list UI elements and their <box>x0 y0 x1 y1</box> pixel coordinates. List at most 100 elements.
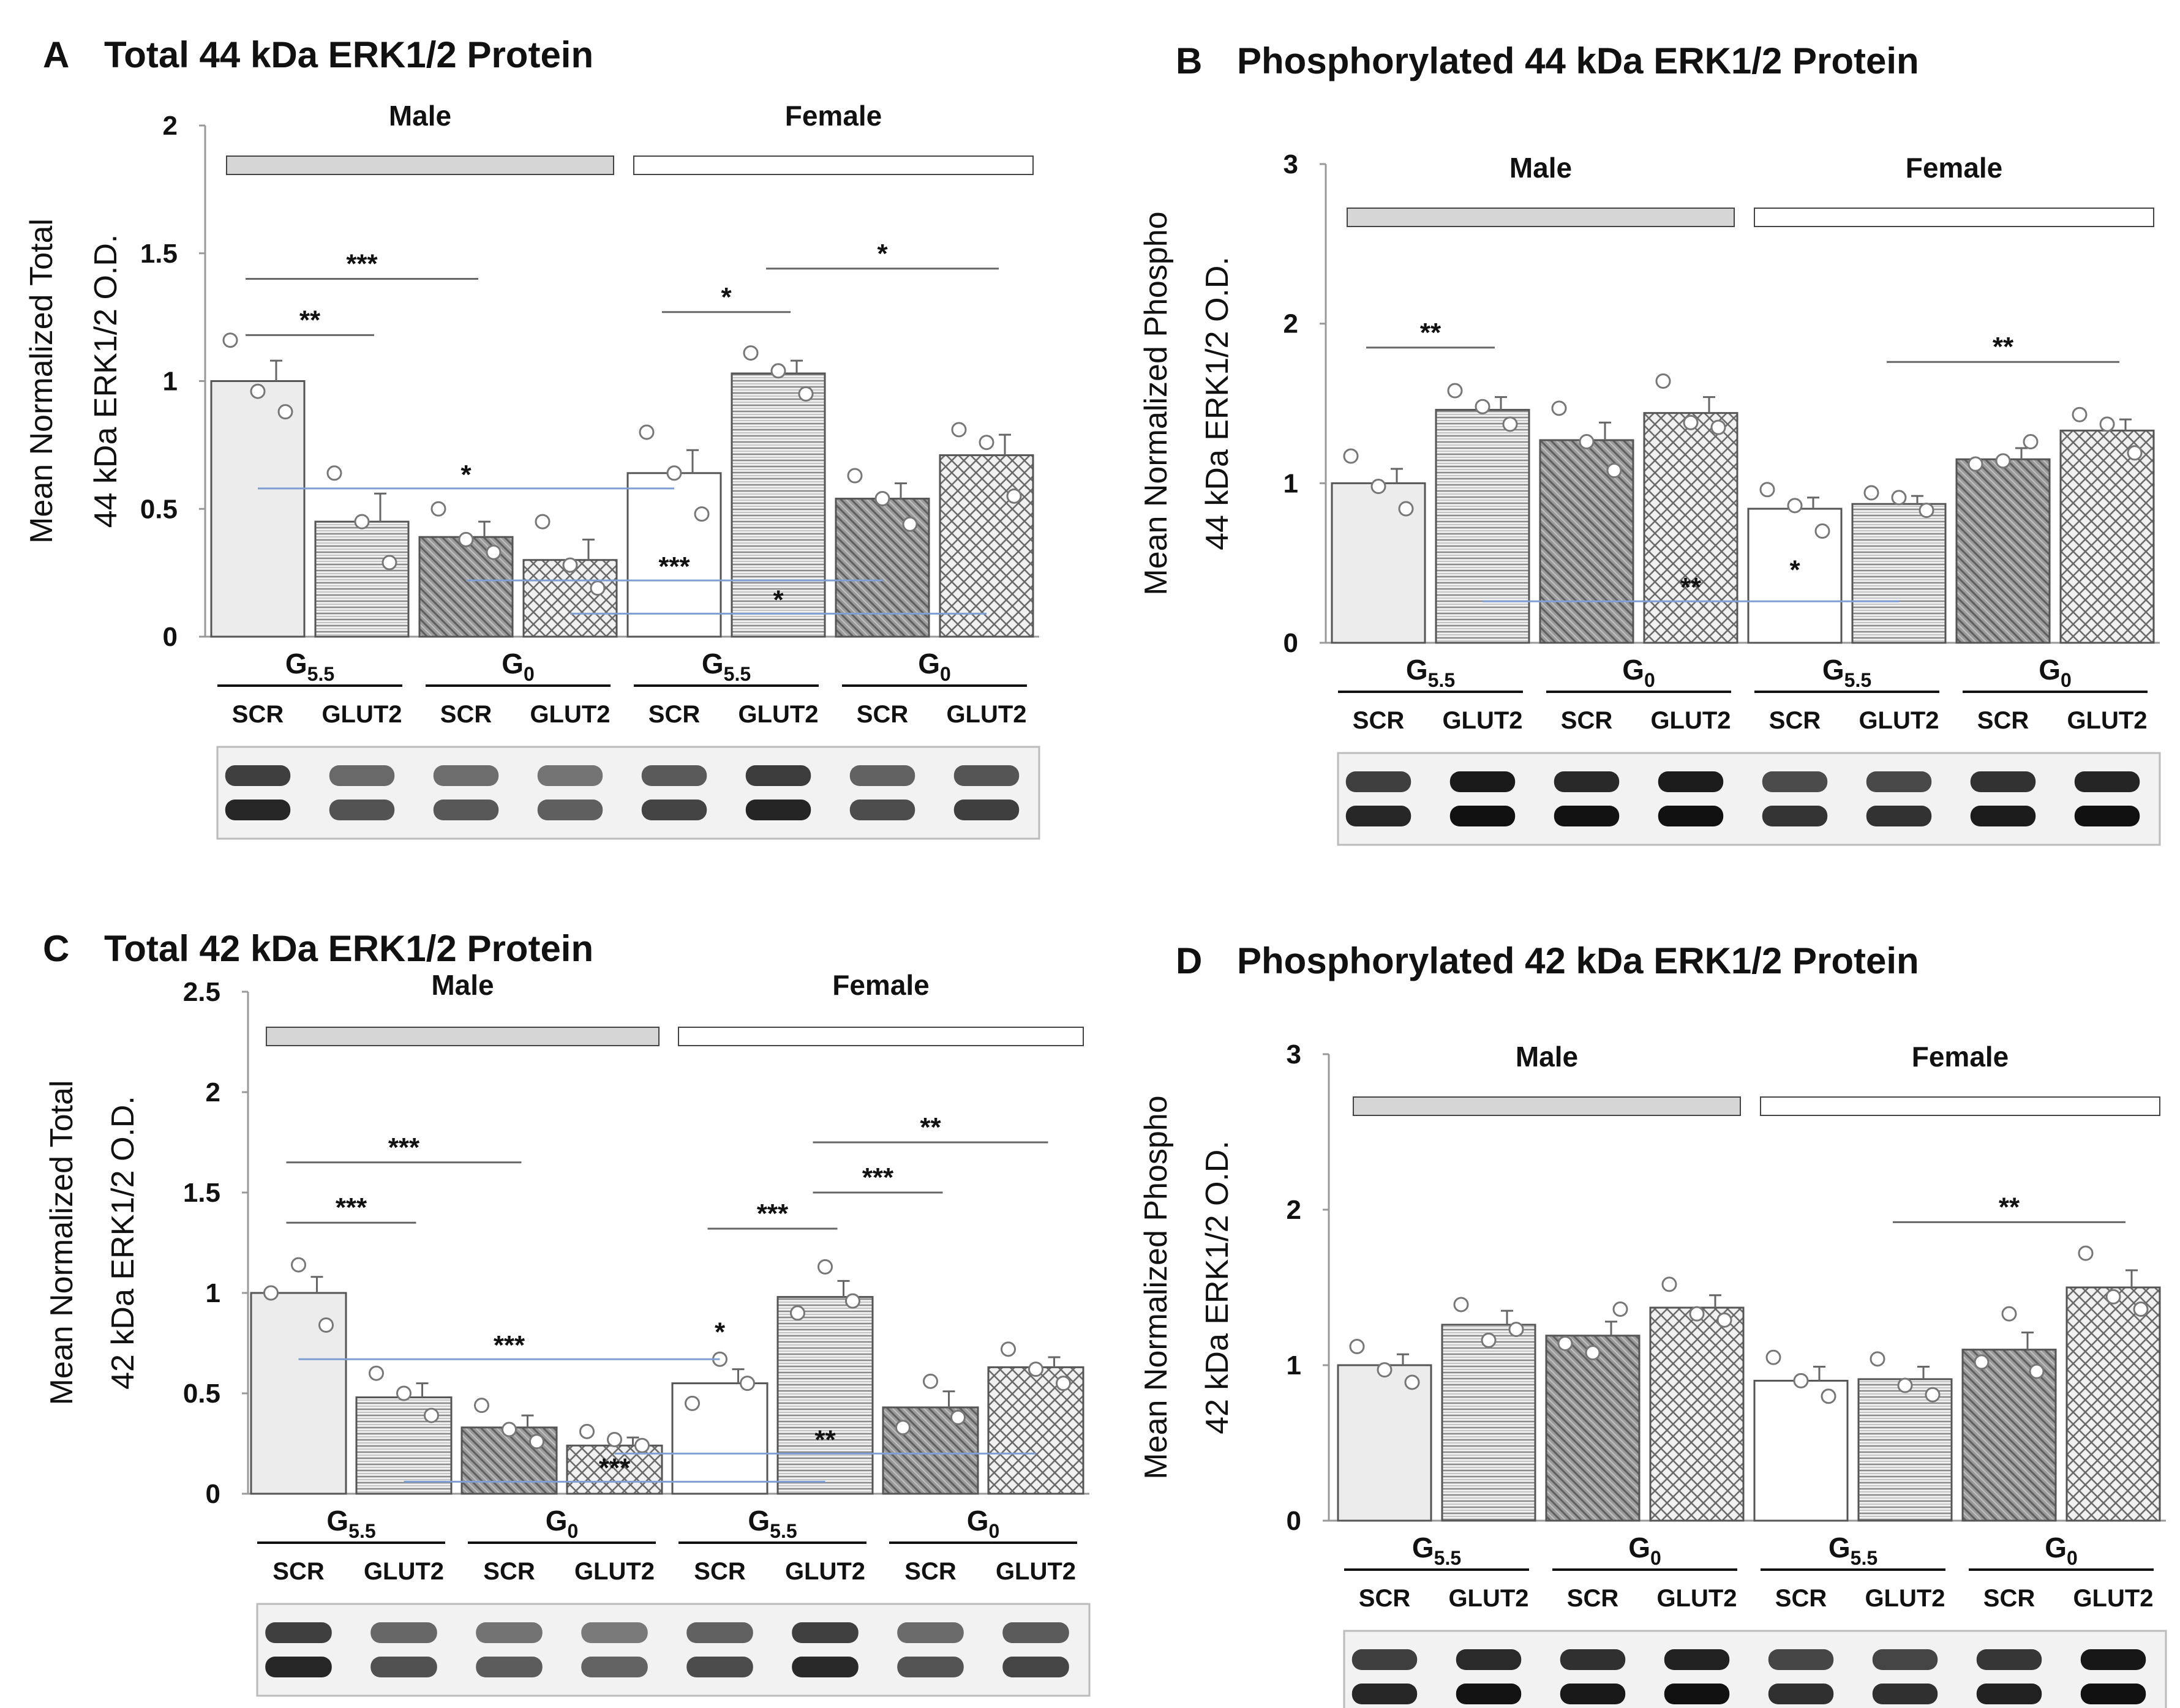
significance-label: *** <box>862 1163 894 1193</box>
blot-band-lower <box>537 800 603 820</box>
panel-title: Phosphorylated 42 kDa ERK1/2 Protein <box>1237 940 1919 981</box>
lane-label: SCR <box>272 1558 325 1585</box>
data-point <box>818 1259 833 1275</box>
data-point <box>1370 479 1386 495</box>
female-header-bar <box>1754 208 2154 227</box>
data-point <box>1606 462 1622 478</box>
data-point <box>1995 453 2011 469</box>
y-tick-label: 2 <box>1287 1195 1301 1225</box>
data-point <box>1028 1362 1043 1377</box>
y-tick-label: 0 <box>206 1479 220 1509</box>
data-point <box>1787 498 1803 514</box>
blot-band-lower <box>581 1657 648 1677</box>
blot-band-upper <box>1768 1649 1834 1670</box>
lane-label: SCR <box>904 1558 957 1585</box>
blot-band-lower <box>1664 1684 1730 1704</box>
blot-band-lower <box>1002 1657 1069 1677</box>
lane-label: SCR <box>648 701 701 728</box>
data-point <box>1689 1306 1705 1322</box>
blot-band-lower <box>1970 806 2036 826</box>
data-point <box>1508 1322 1524 1338</box>
blot-band-lower <box>1872 1684 1938 1704</box>
y-axis-label-line: 42 kDa ERK1/2 O.D. <box>105 1096 141 1390</box>
lane-label: GLUT2 <box>364 1558 444 1585</box>
data-point <box>740 1376 755 1391</box>
data-point <box>2029 1363 2045 1379</box>
lane-label: GLUT2 <box>530 701 610 728</box>
lane-label: SCR <box>1561 707 1613 734</box>
data-point <box>1447 383 1463 399</box>
group-label: G5.5 <box>285 648 334 685</box>
male-header-bar <box>1353 1096 1741 1116</box>
data-point <box>263 1285 279 1301</box>
data-point <box>1343 448 1359 464</box>
blot-band-upper <box>225 765 291 786</box>
group-label: G5.5 <box>1406 654 1455 691</box>
data-point <box>1056 1376 1071 1391</box>
blot-band-upper <box>686 1622 753 1643</box>
lane-label: GLUT2 <box>2073 1585 2153 1612</box>
group-label: G0 <box>502 648 535 685</box>
lane-label: SCR <box>483 1558 535 1585</box>
blot-band-upper <box>1976 1649 2042 1670</box>
blot-band-lower <box>1866 806 1932 826</box>
data-point <box>790 1305 805 1321</box>
data-point <box>430 501 446 517</box>
blot-band-upper <box>745 765 811 786</box>
lane-label: GLUT2 <box>1656 1585 1737 1612</box>
blot-band-lower <box>433 800 499 820</box>
group-label: G5.5 <box>1412 1532 1461 1569</box>
lane-label: SCR <box>1775 1585 1827 1612</box>
sex-label-male: Male <box>1509 152 1572 184</box>
data-point <box>326 465 342 481</box>
lane-label: SCR <box>1567 1585 1619 1612</box>
panel-letter: C <box>43 928 69 969</box>
y-axis-label-line: Mean Normalized Total <box>24 219 59 544</box>
data-point <box>2072 406 2088 422</box>
y-axis-label-line: Mean Normalized Total <box>44 1081 80 1406</box>
y-tick-label: 1 <box>1287 1350 1301 1380</box>
y-tick-label: 0 <box>1284 628 1298 658</box>
y-tick-label: 0.5 <box>140 494 178 524</box>
bar-scr <box>1955 458 2051 644</box>
lane-label: GLUT2 <box>1448 1585 1528 1612</box>
blot-band-lower <box>1762 806 1828 826</box>
significance-label: *** <box>336 1193 367 1223</box>
data-point <box>847 468 863 484</box>
blot-band-lower <box>641 800 707 820</box>
significance-label: *** <box>346 249 378 279</box>
data-point <box>369 1365 384 1381</box>
bar-glut2 <box>776 1296 874 1495</box>
lane-label: SCR <box>1983 1585 2035 1612</box>
significance-label: ** <box>1999 1192 2020 1222</box>
data-point <box>902 516 918 532</box>
blot-band-lower <box>745 800 811 820</box>
data-point <box>529 1434 544 1450</box>
bar-significance-mark: * <box>1789 555 1800 585</box>
western-blot <box>216 746 1040 840</box>
female-header-bar <box>678 1027 1084 1046</box>
comparison-label: *** <box>599 1453 631 1483</box>
group-label: G5.5 <box>748 1505 797 1542</box>
group-label: G0 <box>2039 654 2072 691</box>
data-point <box>895 1420 911 1436</box>
group-label: G0 <box>2045 1532 2078 1569</box>
blot-band-upper <box>641 765 707 786</box>
bar-glut2 <box>522 559 618 638</box>
data-point <box>770 363 786 379</box>
data-point <box>474 1398 489 1414</box>
data-point <box>1716 1312 1732 1328</box>
group-label: G0 <box>967 1505 1000 1542</box>
data-point <box>743 345 759 361</box>
bar-glut2 <box>2065 1286 2161 1522</box>
data-point <box>1453 1297 1469 1313</box>
blot-band-upper <box>1449 771 1516 792</box>
lane-label: GLUT2 <box>1650 707 1731 734</box>
data-point <box>502 1421 517 1437</box>
data-point <box>1006 488 1022 504</box>
data-point <box>685 1395 700 1411</box>
data-point <box>1925 1387 1941 1403</box>
blot-band-upper <box>581 1622 648 1643</box>
y-tick-label: 1 <box>1284 468 1298 498</box>
data-point <box>2105 1289 2121 1305</box>
